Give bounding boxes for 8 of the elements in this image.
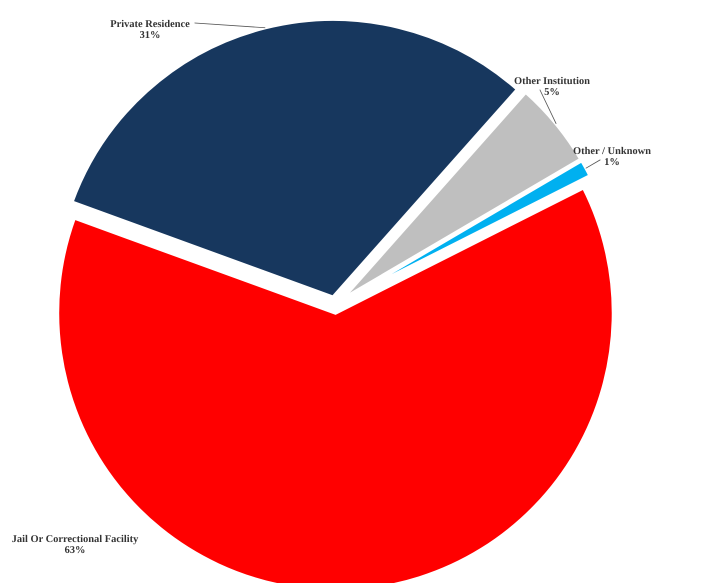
slice-label: Jail Or Correctional Facility <box>12 534 138 544</box>
data-label: 31% <box>140 31 160 38</box>
data-label: 63% <box>64 546 84 554</box>
data-label: 5% <box>544 88 559 96</box>
data-label: 1% <box>605 158 619 166</box>
slice-label: Other Institution <box>514 76 590 84</box>
slice-label: Other / Unknown <box>574 146 651 154</box>
slice-label: Private Residence <box>110 20 190 28</box>
